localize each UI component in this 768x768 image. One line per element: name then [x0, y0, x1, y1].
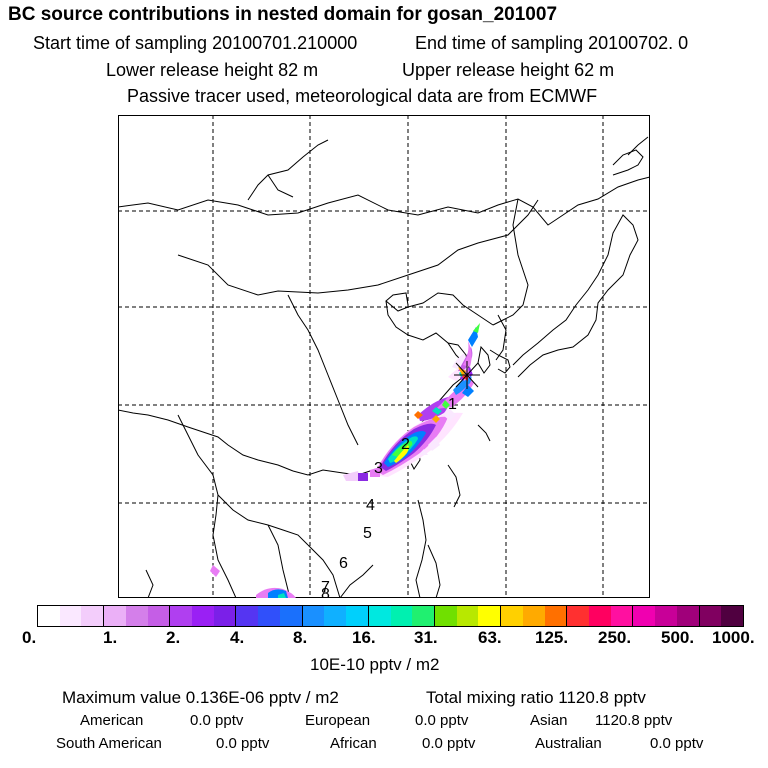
- trajectory-labels: 1 2 3 4 5 6 7 8: [321, 396, 457, 598]
- page-title: BC source contributions in nested domain…: [8, 4, 558, 25]
- colorbar-swatch: [81, 606, 105, 626]
- colorbar-tick: 125.: [535, 628, 569, 647]
- colorbar-swatch: [567, 606, 589, 626]
- receptor-marker: [454, 361, 480, 389]
- colorbar-tick: 1000.: [712, 628, 755, 647]
- colorbar-swatch: [279, 606, 303, 626]
- australian-label: Australian: [535, 735, 602, 752]
- european-label: European: [305, 712, 371, 729]
- lower-release-height: Lower release height 82 m: [106, 60, 319, 80]
- colorbar-swatch: [192, 606, 214, 626]
- colorbar-tick: 2.: [166, 628, 181, 647]
- tracer-note: Passive tracer used, meteorological data…: [127, 86, 598, 106]
- colorbar-swatch: [522, 606, 545, 626]
- colorbar-unit: 10E-10 pptv / m2: [310, 655, 440, 674]
- trajectory-label-7: 7: [321, 579, 330, 596]
- trajectory-label-6: 6: [339, 555, 348, 572]
- colorbar-swatch: [324, 606, 347, 626]
- colorbar-swatch: [147, 606, 171, 626]
- colorbar-swatch: [456, 606, 479, 626]
- colorbar-swatch: [368, 606, 391, 626]
- map-panel: 1 2 3 4 5 6 7 8: [118, 115, 650, 598]
- colorbar-tick: 31.: [414, 628, 438, 647]
- american-value: 0.0 pptv: [190, 712, 244, 729]
- african-value: 0.0 pptv: [422, 735, 476, 752]
- american-label: American: [80, 712, 144, 729]
- colorbar-swatch: [125, 606, 148, 626]
- colorbar-tick: 63.: [478, 628, 502, 647]
- colorbar-tick: 4.: [230, 628, 245, 647]
- map-frame: [118, 115, 650, 598]
- trajectory-label-3: 3: [374, 460, 383, 477]
- colorbar-swatch: [478, 606, 502, 626]
- trajectory-label-8: 8: [321, 586, 330, 598]
- colorbar-swatch: [721, 606, 743, 626]
- colorbar-tick: 16.: [352, 628, 376, 647]
- colorbar-swatch: [390, 606, 413, 626]
- colorbar-swatch: [655, 606, 677, 626]
- colorbar-tick: 250.: [598, 628, 632, 647]
- colorbar-tick: 1.: [103, 628, 118, 647]
- colorbar-swatch: [59, 606, 82, 626]
- colorbar-swatch: [501, 606, 523, 626]
- colorbar-swatch: [699, 606, 722, 626]
- sampling-end-label: End time of sampling 20100702. 0: [415, 33, 689, 53]
- colorbar-swatch: [170, 606, 193, 626]
- south-american-value: 0.0 pptv: [216, 735, 270, 752]
- colorbar-swatch: [236, 606, 259, 626]
- colorbar: [37, 605, 744, 627]
- australian-value: 0.0 pptv: [650, 735, 704, 752]
- colorbar-swatch: [104, 606, 126, 626]
- colorbar-swatch: [610, 606, 634, 626]
- colorbar-swatch: [412, 606, 435, 626]
- total-mixing-ratio: Total mixing ratio 1120.8 pptv: [426, 688, 646, 707]
- colorbar-swatch: [302, 606, 325, 626]
- trajectory-label-1: 1: [448, 396, 457, 413]
- map-gridlines: [118, 115, 650, 598]
- south-american-label: South American: [56, 735, 162, 752]
- colorbar-swatch: [213, 606, 237, 626]
- trajectory-label-5: 5: [363, 525, 372, 542]
- colorbar-tick: 8.: [293, 628, 308, 647]
- sampling-start-label: Start time of sampling 20100701.210000: [33, 33, 358, 53]
- colorbar-swatch: [258, 606, 280, 626]
- asian-value: 1120.8 pptv: [595, 712, 673, 729]
- colorbar-swatch: [676, 606, 700, 626]
- colorbar-swatch: [434, 606, 457, 626]
- upper-release-height: Upper release height 62 m: [402, 60, 615, 80]
- european-value: 0.0 pptv: [415, 712, 469, 729]
- african-label: African: [330, 735, 377, 752]
- colorbar-swatch: [544, 606, 568, 626]
- trajectory-label-4: 4: [366, 497, 375, 514]
- trajectory-label-2: 2: [401, 436, 410, 453]
- max-value: Maximum value 0.136E-06 pptv / m2: [62, 688, 339, 707]
- colorbar-tick: 500.: [661, 628, 695, 647]
- asian-label: Asian: [530, 712, 568, 729]
- colorbar-swatch: [346, 606, 369, 626]
- colorbar-tick: 0.: [22, 628, 37, 647]
- colorbar-swatch: [588, 606, 611, 626]
- colorbar-swatch: [38, 606, 60, 626]
- colorbar-swatch: [633, 606, 656, 626]
